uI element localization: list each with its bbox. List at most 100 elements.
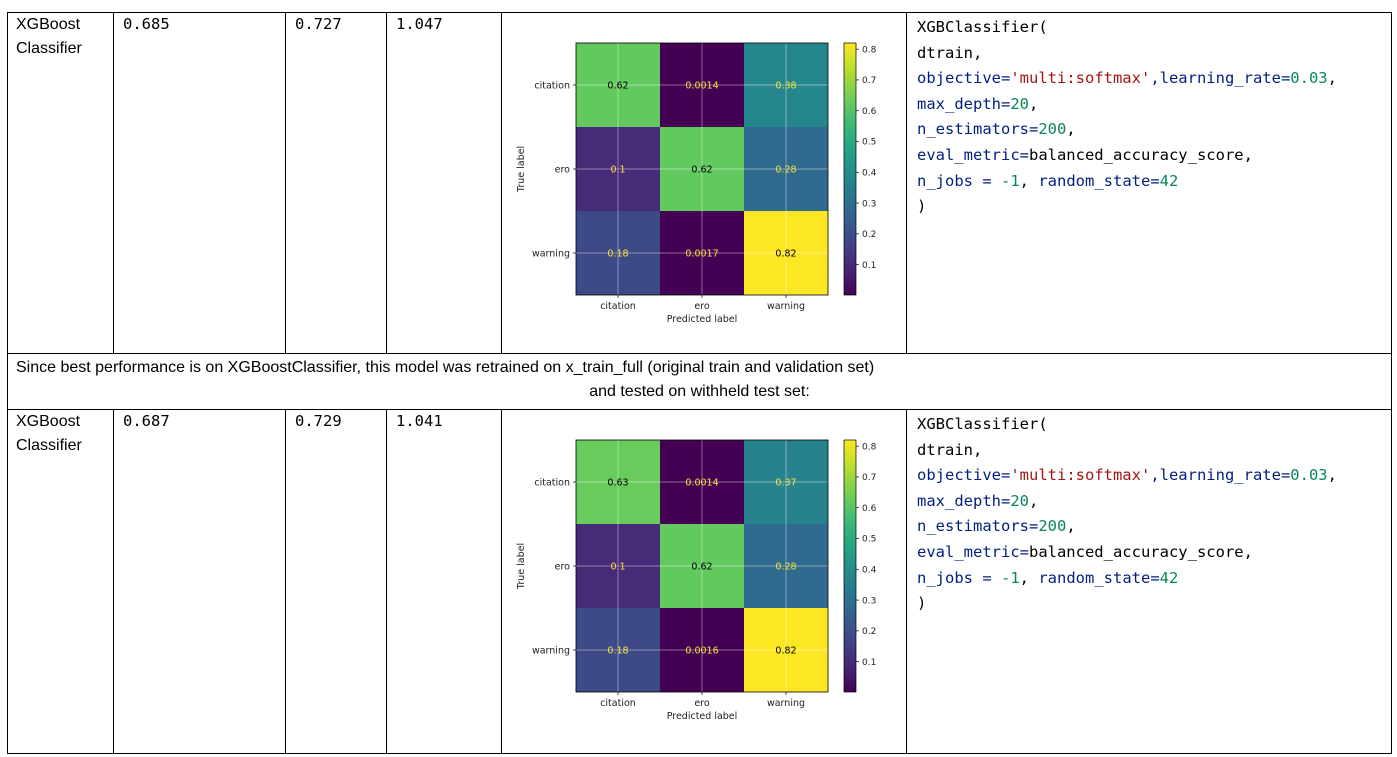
code-token: ,learning_rate= [1150,69,1291,88]
code-line: eval_metric=balanced_accuracy_score, [917,143,1391,169]
code-line: dtrain, [917,438,1391,464]
code-token: 'multi:softmax' [1010,69,1151,88]
colorbar-tick-label: 0.7 [862,76,876,86]
code-token: XGBClassifier( [917,18,1048,36]
results-table: XGBoost Classifier 0.685 0.727 1.047 0.6… [7,12,1392,754]
code-token: 200 [1038,517,1067,536]
metric3-value: 1.041 [396,412,443,430]
cell-value-label: 0.1 [610,562,625,573]
code-line: objective='multi:softmax',learning_rate=… [917,66,1391,92]
colorbar-tick-label: 0.4 [862,168,877,178]
code-token: , [1029,491,1039,510]
code-line: dtrain, [917,41,1391,67]
code-block: XGBClassifier( dtrain, objective='multi:so… [917,412,1391,617]
y-tick-label: ero [555,562,571,573]
code-line: XGBClassifier( [917,412,1391,438]
cell-value-label: 0.28 [775,562,796,573]
code-cell: XGBClassifier( dtrain, objective='multi:so… [906,410,1391,753]
colorbar-tick-label: 0.3 [862,596,876,606]
colorbar-tick-label: 0.2 [862,627,876,637]
colorbar [843,42,857,296]
metric3-value: 1.047 [396,15,443,33]
note-row: Since best performance is on XGBoostClas… [8,354,1391,410]
code-token: eval_metric= [917,145,1029,164]
cell-value-label: 0.1 [610,165,625,176]
metric2-cell: 0.729 [285,410,386,753]
code-line: eval_metric=balanced_accuracy_score, [917,540,1391,566]
model-name-cell: XGBoost Classifier [8,13,113,353]
code-line: ) [917,591,1391,617]
code-token: n_jobs = [917,171,1001,190]
cell-value-label: 0.18 [607,646,628,657]
code-token: ) [917,594,927,613]
code-line: n_estimators=200, [917,514,1391,540]
colorbar-tick-label: 0.6 [862,107,877,117]
y-axis-label: True label [516,146,527,193]
metric2-cell: 0.727 [285,13,386,353]
confusion-matrix-chart: 0.62 0.0014 0.38 0.1 0.62 0.28 0.18 0.0017 0.82 c… [516,42,877,325]
colorbar-tick-label: 0.2 [862,230,876,240]
x-tick-label: citation [600,698,636,709]
code-token: 0.03 [1290,69,1328,88]
note-cell: Since best performance is on XGBoostClas… [8,354,1391,409]
code-token: eval_metric= [917,542,1029,561]
cell-value-label: 0.63 [607,478,628,489]
model-name-line2: Classifier [16,437,82,454]
colorbar-tick-label: 0.8 [862,442,877,452]
cell-value-label: 0.0016 [685,646,718,657]
model-name-line1: XGBoost [16,413,81,430]
code-token: n_jobs = [917,568,1001,587]
metric2-value: 0.729 [295,412,342,430]
y-tick-label: warning [532,646,570,657]
code-token: n_estimators= [917,517,1039,536]
code-token: XGBClassifier( [917,415,1048,433]
colorbar-tick-label: 0.6 [862,504,877,514]
code-line: objective='multi:softmax',learning_rate=… [917,463,1391,489]
code-token: max_depth= [917,94,1011,113]
x-tick-label: citation [600,301,636,312]
metric3-cell: 1.047 [386,13,501,353]
code-token: random_state= [1038,568,1160,587]
y-axis-label: True label [516,543,527,590]
code-token: 200 [1038,120,1067,139]
code-token: ) [917,197,927,216]
y-tick-label: citation [534,478,570,489]
code-token: 'multi:softmax' [1010,466,1151,485]
code-token: -1 [1001,568,1020,587]
code-token: 0.03 [1290,466,1328,485]
code-line: max_depth=20, [917,92,1391,118]
model-name-line2: Classifier [16,40,82,57]
table-row: XGBoost Classifier 0.685 0.727 1.047 0.6… [8,13,1391,354]
code-line: n_jobs = -1, random_state=42 [917,169,1391,195]
cell-value-label: 0.62 [607,81,628,92]
cell-value-label: 0.82 [775,646,796,657]
code-token: balanced_accuracy_score, [1028,145,1253,164]
code-token: , [1019,568,1039,587]
colorbar-tick-label: 0.8 [862,45,877,55]
code-token: , [1327,69,1337,88]
code-token: dtrain, [917,440,983,459]
cell-value-label: 0.0014 [685,81,718,92]
code-token: dtrain, [917,43,983,62]
code-token: , [1029,94,1039,113]
cell-value-label: 0.82 [775,249,796,260]
code-token: , [1066,517,1076,536]
code-cell: XGBClassifier( dtrain, objective='multi:so… [906,13,1391,353]
code-token: , [1019,171,1039,190]
code-token: , [1327,466,1337,485]
code-token: max_depth= [917,491,1011,510]
model-name-line1: XGBoost [16,16,81,33]
model-name-cell: XGBoost Classifier [8,410,113,753]
x-tick-label: ero [694,698,710,709]
code-token: 20 [1010,94,1029,113]
x-tick-label: warning [767,301,805,312]
metric1-value: 0.685 [123,15,170,33]
cell-value-label: 0.0017 [685,249,718,260]
code-token: -1 [1001,171,1020,190]
code-token: objective= [917,466,1011,485]
code-token: , [1066,120,1076,139]
metric2-value: 0.727 [295,15,342,33]
cell-value-label: 0.37 [775,478,796,489]
code-block: XGBClassifier( dtrain, objective='multi:so… [917,15,1391,220]
code-token: n_estimators= [917,120,1039,139]
